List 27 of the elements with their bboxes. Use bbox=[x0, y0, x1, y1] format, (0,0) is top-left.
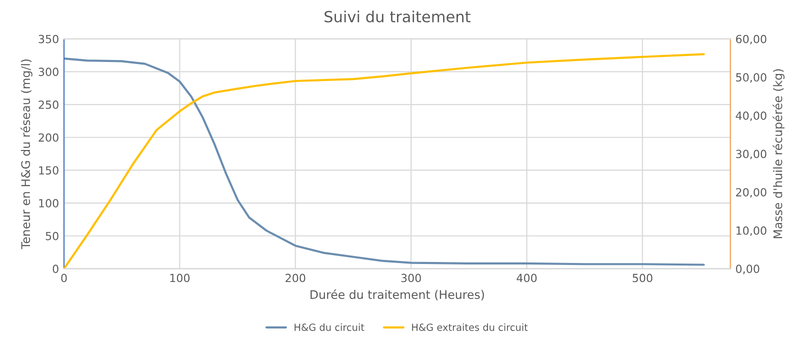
y-tick-label: 250 bbox=[38, 100, 58, 109]
y2-tick-label: 50,00 bbox=[736, 73, 766, 83]
legend-label: H&G extraites du circuit bbox=[412, 323, 528, 331]
y-tick-label: 50 bbox=[46, 232, 58, 240]
x-tick-label: 400 bbox=[516, 274, 537, 282]
y-tick-label: 100 bbox=[39, 199, 58, 208]
x-tick-label: 500 bbox=[632, 274, 652, 282]
y-axis-title: Teneur en H&G du réseau (mg/l) bbox=[20, 59, 32, 250]
x-tick-label: 0 bbox=[61, 274, 67, 282]
y2-tick-label: 40,00 bbox=[736, 111, 766, 121]
y2-tick-label: 30,00 bbox=[736, 150, 766, 160]
chart-title: Suivi du traitement bbox=[324, 10, 470, 22]
legend-label: H&G du circuit bbox=[294, 323, 364, 331]
x-tick-label: 300 bbox=[401, 274, 421, 282]
y-tick-label: 0 bbox=[52, 264, 58, 274]
y2-tick-label: 10,00 bbox=[736, 226, 766, 236]
y-tick-label: 200 bbox=[38, 133, 58, 142]
x-tick-label: 200 bbox=[286, 274, 306, 282]
x-tick-label: 100 bbox=[170, 274, 190, 282]
y2-tick-label: 60,00 bbox=[736, 34, 766, 44]
y-tick-label: 300 bbox=[38, 68, 58, 76]
y-tick-label: 350 bbox=[38, 34, 58, 44]
x-axis-title: Durée du traitement (Heures) bbox=[310, 289, 484, 300]
y2-tick-label: 20,00 bbox=[736, 188, 766, 198]
y2-tick-label: 0,00 bbox=[736, 264, 760, 274]
y-tick-label: 150 bbox=[39, 166, 58, 175]
y2-axis-title: Masse d'huile récupérée (kg) bbox=[772, 69, 785, 238]
